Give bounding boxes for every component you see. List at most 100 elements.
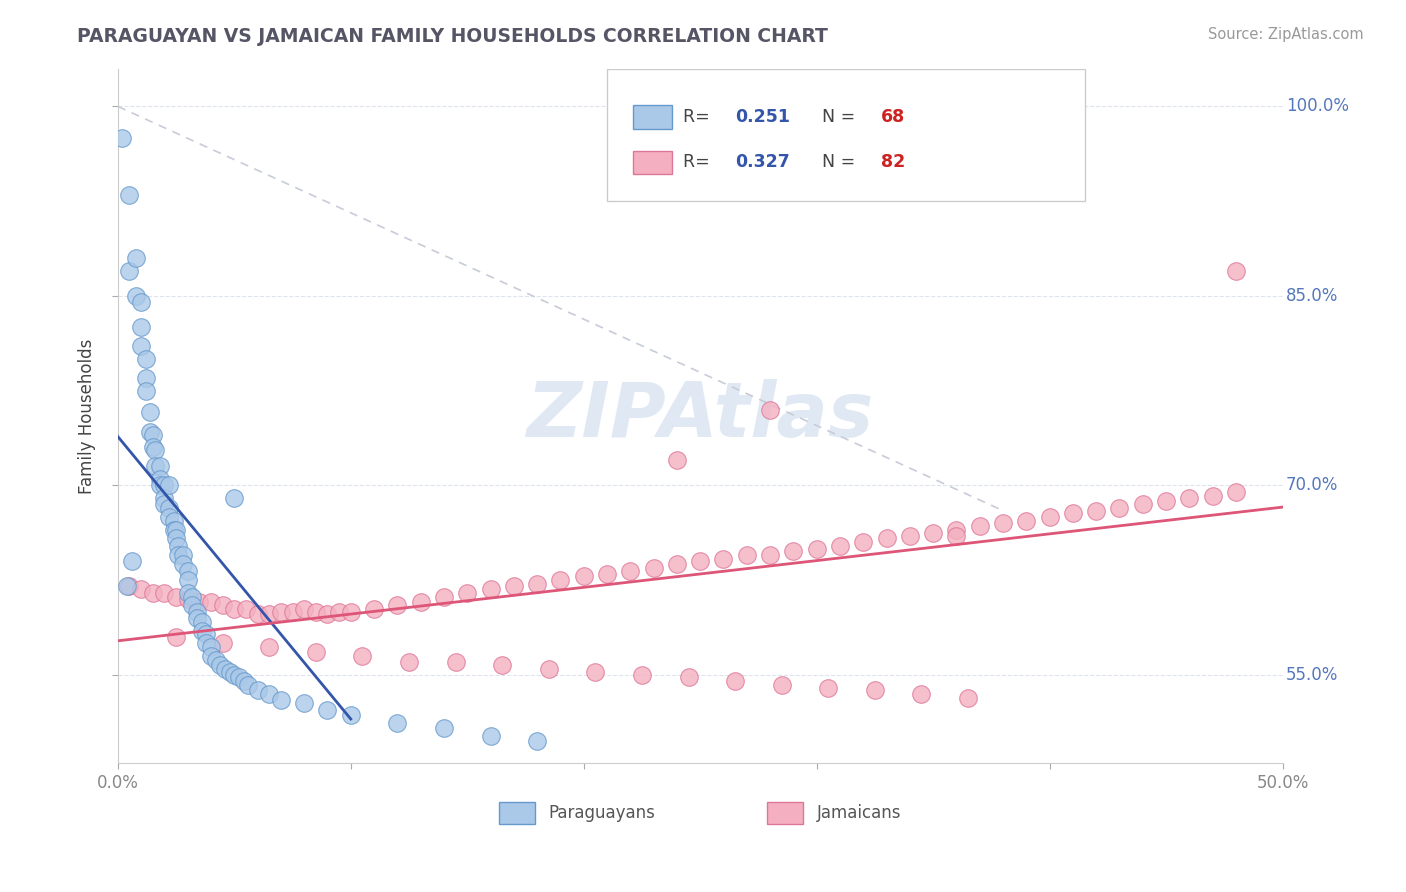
- Point: [135, 371, 157, 385]
- Point: [111, 131, 134, 145]
- Point: [190, 615, 212, 629]
- Point: [1132, 497, 1154, 511]
- Point: [363, 602, 385, 616]
- Point: [125, 251, 148, 265]
- Point: [1085, 503, 1108, 517]
- Point: [409, 594, 432, 608]
- Point: [165, 532, 187, 546]
- Point: [176, 573, 198, 587]
- Text: 100.0%: 100.0%: [1286, 97, 1348, 115]
- Point: [945, 529, 967, 543]
- Point: [852, 535, 875, 549]
- Point: [398, 655, 420, 669]
- Point: [387, 599, 409, 613]
- Point: [491, 657, 513, 672]
- Point: [665, 453, 688, 467]
- Point: [433, 721, 456, 735]
- Point: [238, 678, 260, 692]
- Point: [665, 557, 688, 571]
- Point: [643, 560, 665, 574]
- Point: [922, 526, 945, 541]
- Point: [433, 590, 456, 604]
- Point: [759, 402, 782, 417]
- Point: [678, 670, 700, 684]
- Point: [163, 523, 186, 537]
- Point: [228, 670, 250, 684]
- Point: [172, 548, 194, 562]
- Point: [1154, 493, 1177, 508]
- Point: [537, 662, 560, 676]
- Point: [125, 289, 148, 303]
- Point: [167, 548, 190, 562]
- Point: [211, 599, 233, 613]
- Point: [204, 653, 226, 667]
- Text: Paraguayans: Paraguayans: [548, 805, 655, 822]
- Point: [200, 640, 222, 654]
- Point: [1201, 488, 1223, 502]
- Point: [352, 648, 374, 663]
- Point: [910, 687, 932, 701]
- Point: [550, 573, 572, 587]
- Point: [828, 539, 851, 553]
- Text: N =: N =: [823, 108, 862, 126]
- Point: [139, 405, 162, 419]
- Point: [596, 566, 619, 581]
- Point: [142, 586, 165, 600]
- Point: [118, 579, 141, 593]
- Point: [121, 554, 143, 568]
- Point: [153, 491, 176, 505]
- Point: [444, 655, 467, 669]
- Point: [181, 590, 204, 604]
- Point: [876, 532, 898, 546]
- Point: [898, 529, 921, 543]
- Point: [1108, 501, 1130, 516]
- Point: [770, 678, 793, 692]
- Text: N =: N =: [823, 153, 862, 171]
- Point: [143, 443, 166, 458]
- Point: [186, 611, 208, 625]
- Point: [232, 674, 254, 689]
- Point: [172, 557, 194, 571]
- Text: 85.0%: 85.0%: [1286, 287, 1339, 305]
- Point: [292, 696, 315, 710]
- Point: [339, 605, 361, 619]
- Point: [167, 539, 190, 553]
- Text: Source: ZipAtlas.com: Source: ZipAtlas.com: [1208, 27, 1364, 42]
- Point: [270, 605, 292, 619]
- Point: [135, 384, 157, 398]
- Point: [991, 516, 1014, 531]
- Point: [139, 425, 162, 440]
- FancyBboxPatch shape: [766, 803, 803, 824]
- Point: [149, 478, 172, 492]
- Point: [1039, 510, 1062, 524]
- FancyBboxPatch shape: [633, 105, 672, 129]
- Point: [387, 715, 409, 730]
- FancyBboxPatch shape: [633, 151, 672, 174]
- FancyBboxPatch shape: [499, 803, 536, 824]
- Point: [176, 586, 198, 600]
- Point: [292, 602, 315, 616]
- Point: [214, 662, 236, 676]
- Point: [863, 683, 886, 698]
- Point: [200, 594, 222, 608]
- Point: [235, 602, 257, 616]
- Point: [115, 579, 138, 593]
- Point: [316, 703, 339, 717]
- Point: [328, 605, 350, 619]
- Point: [619, 564, 641, 578]
- Point: [157, 478, 180, 492]
- Point: [153, 586, 176, 600]
- Point: [526, 733, 548, 747]
- Point: [142, 428, 165, 442]
- FancyBboxPatch shape: [607, 69, 1084, 201]
- Point: [305, 645, 328, 659]
- Point: [1225, 263, 1247, 277]
- Point: [456, 586, 478, 600]
- Point: [689, 554, 711, 568]
- Point: [129, 582, 152, 596]
- Point: [1178, 491, 1201, 505]
- Point: [218, 665, 240, 680]
- Point: [806, 541, 828, 556]
- Point: [153, 478, 176, 492]
- Point: [281, 605, 304, 619]
